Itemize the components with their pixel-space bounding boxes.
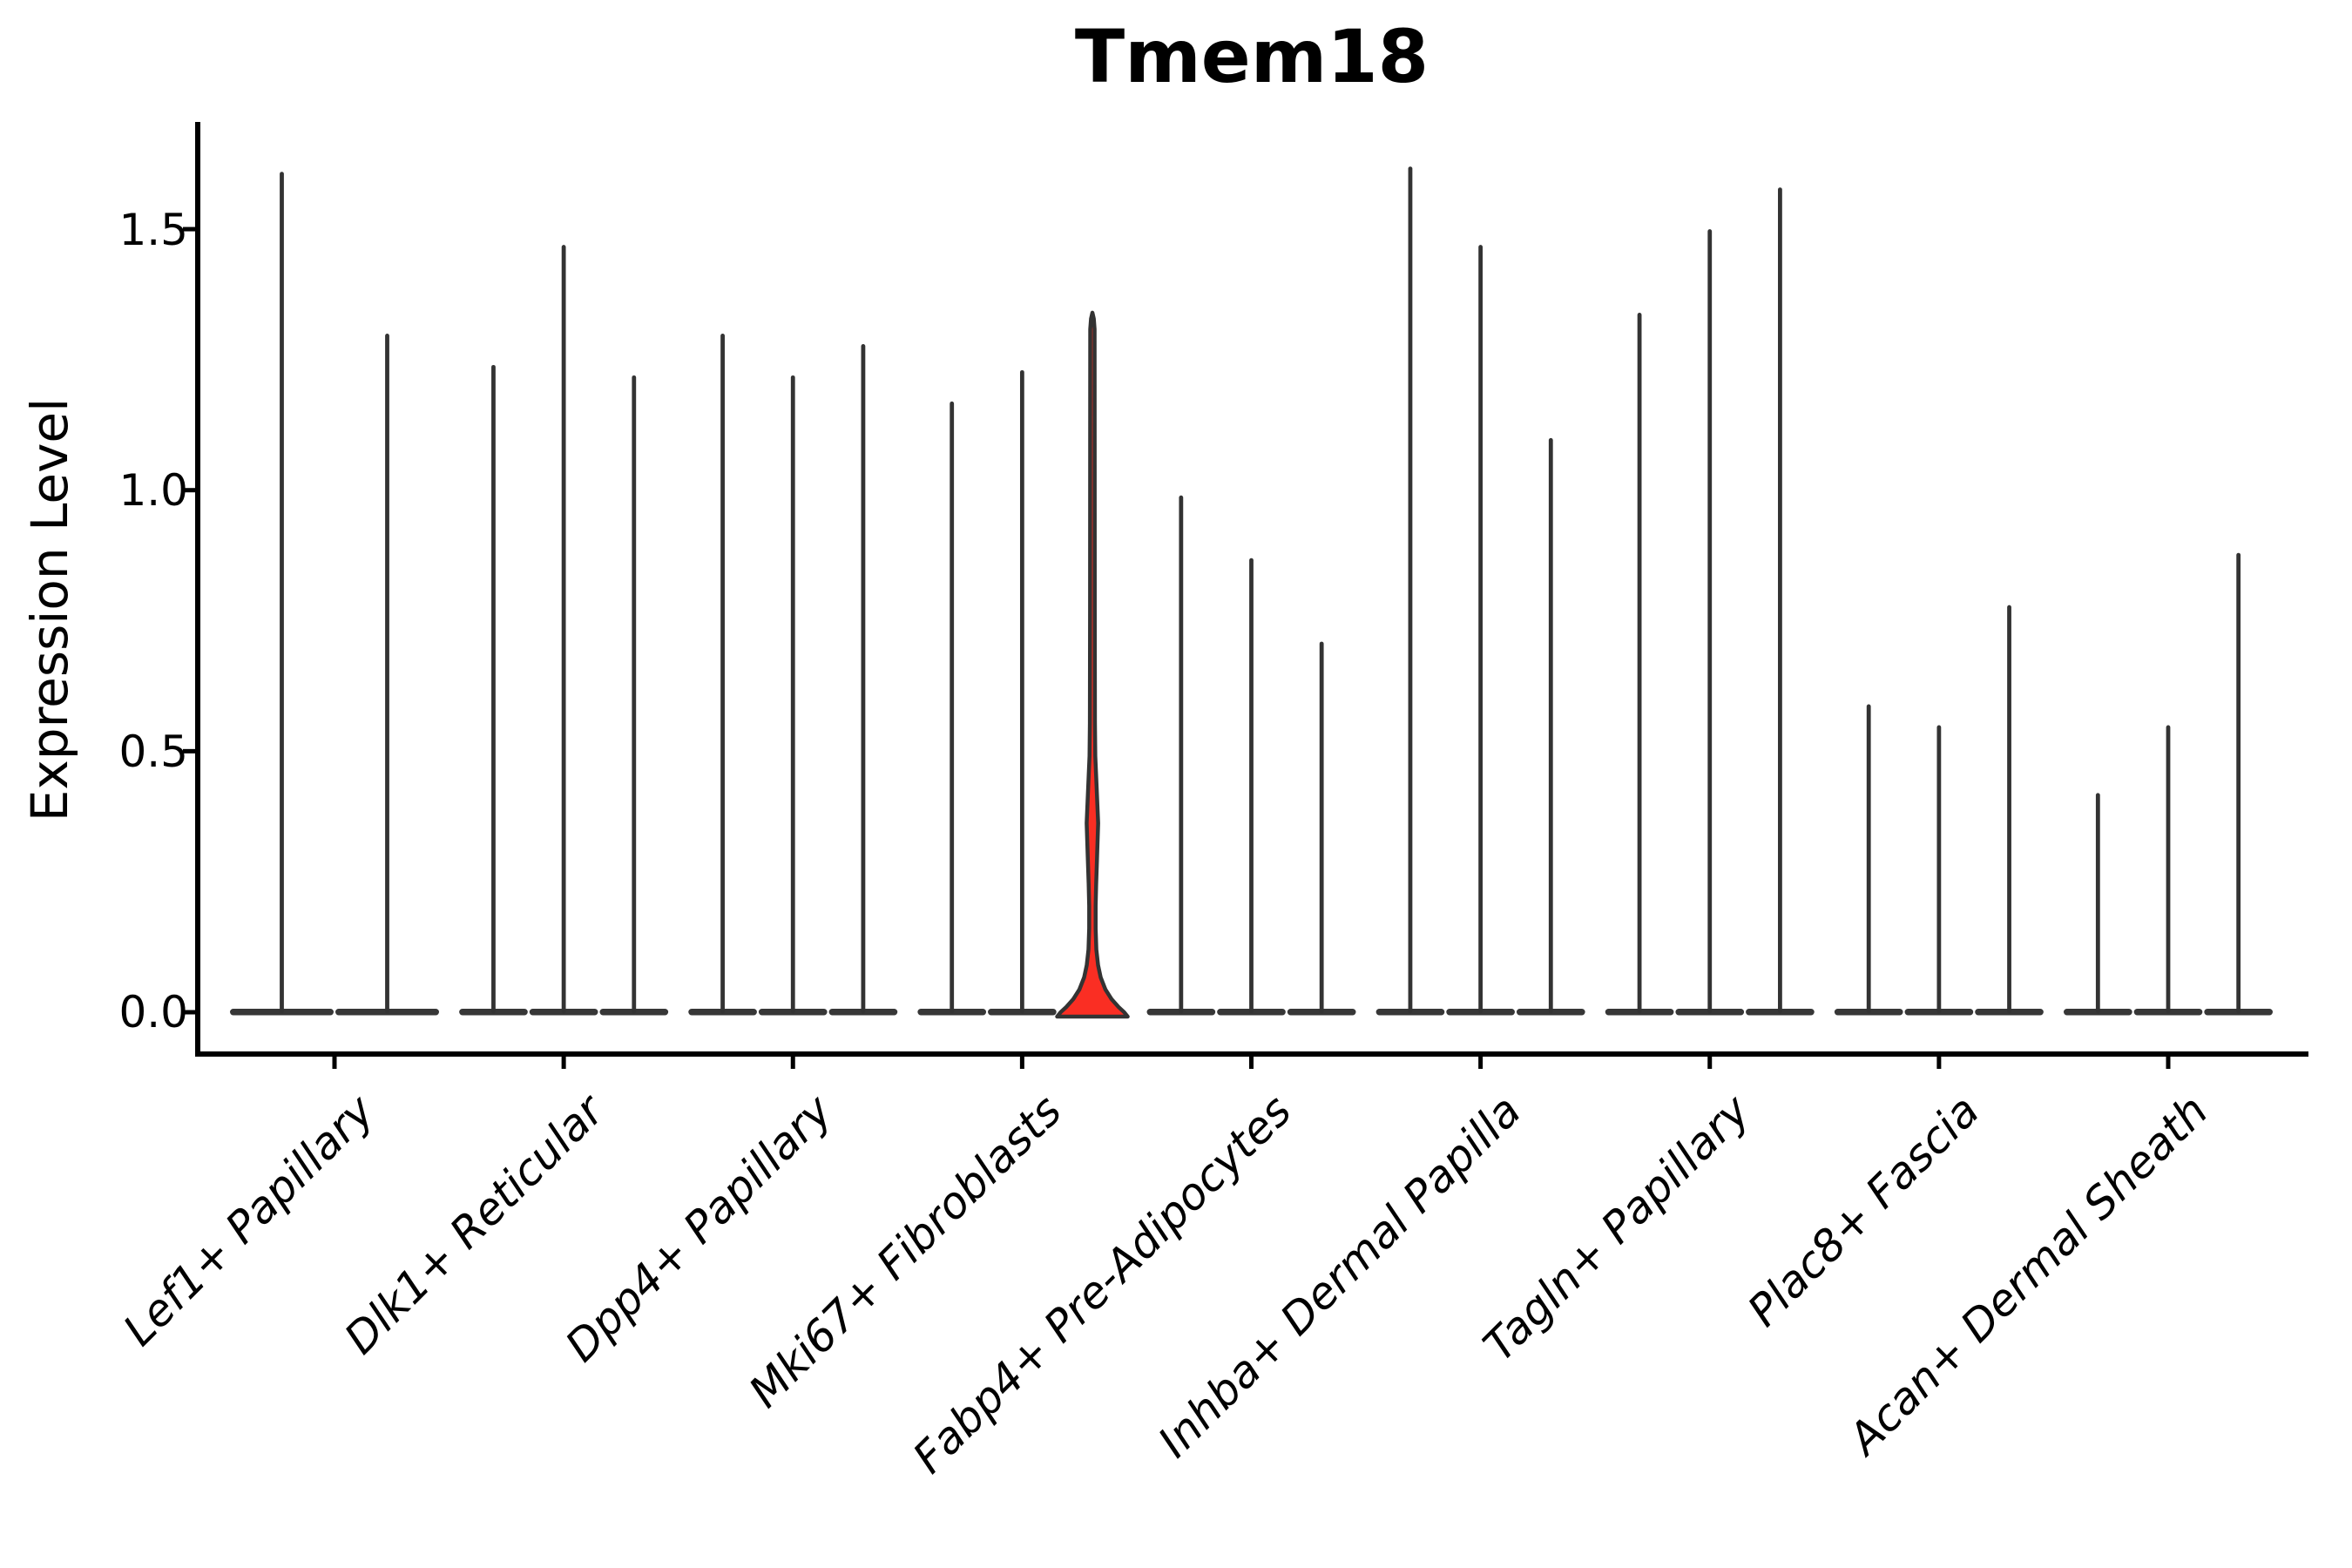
y-tick-label-1-0: 1.0 xyxy=(118,465,188,516)
violin-highlighted xyxy=(1055,310,1130,1019)
y-tick-label-1-5: 1.5 xyxy=(118,205,188,255)
y-tick-label-0-0: 0.0 xyxy=(118,987,188,1037)
chart-title: Tmem18 xyxy=(1074,14,1429,99)
y-tick-label-0-5: 0.5 xyxy=(118,727,188,777)
y-axis-label: Expression Level xyxy=(20,397,79,822)
